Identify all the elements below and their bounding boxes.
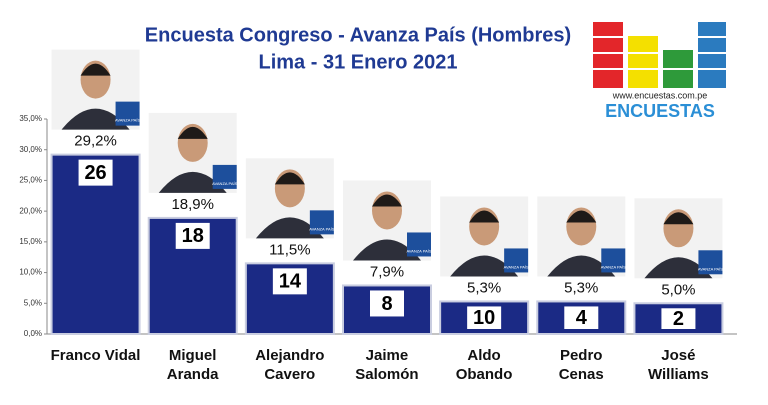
x-tick-label: Franco Vidal: [50, 347, 141, 364]
party-logo: [212, 164, 237, 189]
party-logo-text: AVANZA PAÍS: [309, 226, 334, 231]
party-logo: [309, 210, 334, 235]
party-logo-text: AVANZA PAÍS: [504, 265, 529, 270]
candidate-photo: AVANZA PAÍS: [245, 158, 335, 239]
value-label: 11,5%: [269, 241, 310, 258]
photo-hair: [663, 212, 694, 225]
party-logo-text: AVANZA PAÍS: [698, 266, 723, 271]
y-tick-label: 0,0%: [24, 329, 42, 338]
y-tick-label: 20,0%: [19, 206, 42, 215]
x-tick-label: Alejandro Cavero: [255, 347, 325, 383]
photo-body: [450, 255, 519, 277]
chart-title: Encuesta Congreso - Avanza País (Hombres…: [145, 24, 571, 46]
number-box: [370, 290, 404, 317]
candidate-number: 10: [473, 307, 495, 329]
photo-body: [644, 257, 713, 279]
party-logo-text: AVANZA PAÍS: [212, 181, 237, 186]
y-tick-label: 35,0%: [19, 114, 42, 123]
party-logo: [407, 232, 431, 257]
number-box: [175, 222, 210, 249]
candidate-photo: AVANZA PAÍS: [148, 112, 238, 193]
x-tick-label: José Williams: [647, 347, 709, 383]
photo-hair: [80, 63, 111, 76]
candidate-photo: AVANZA PAÍS: [634, 198, 723, 279]
value-label: 29,2%: [74, 133, 117, 150]
x-tick-label: Miguel Aranda: [166, 347, 219, 383]
photo-hair: [177, 126, 208, 139]
candidate-number: 4: [576, 307, 588, 329]
x-tick-label: Pedro Cenas: [558, 347, 604, 383]
candidate-photo: AVANZA PAÍS: [537, 196, 626, 277]
logo-name: ENCUESTAS: [605, 101, 715, 121]
x-tick-label: Aldo Obando: [455, 347, 513, 383]
candidate-number: 26: [84, 162, 106, 184]
logo-bars: [593, 22, 726, 88]
photo-body: [158, 171, 227, 193]
candidate-number: 2: [673, 308, 684, 330]
y-tick-label: 30,0%: [19, 145, 42, 154]
candidate-photo: AVANZA PAÍS: [343, 180, 432, 261]
candidate-number: 18: [182, 225, 204, 247]
photo-body: [61, 108, 130, 130]
number-box: [272, 268, 307, 295]
chart-subtitle: Lima - 31 Enero 2021: [259, 51, 458, 73]
x-tick-label: Jaime Salomón: [355, 347, 419, 383]
photo-hair: [469, 210, 500, 223]
value-label: 7,9%: [370, 263, 404, 280]
value-label: 5,3%: [564, 279, 598, 296]
y-tick-label: 25,0%: [19, 176, 42, 185]
party-logo: [115, 101, 140, 126]
value-label: 5,0%: [661, 281, 695, 298]
photo-hair: [372, 194, 402, 207]
candidate-number: 14: [279, 271, 302, 293]
y-tick-label: 5,0%: [24, 298, 42, 307]
party-logo-text: AVANZA PAÍS: [406, 249, 431, 254]
candidate-number: 8: [381, 293, 392, 315]
number-box: [467, 306, 502, 329]
number-box: [78, 159, 113, 186]
value-label: 5,3%: [467, 279, 501, 296]
party-logo: [504, 248, 529, 273]
y-tick-label: 15,0%: [19, 237, 42, 246]
number-box: [564, 306, 599, 329]
logo-url: www.encuestas.com.pe: [612, 90, 708, 100]
y-tick-label: 10,0%: [19, 268, 42, 277]
photo-body: [353, 239, 421, 261]
candidate-photo: AVANZA PAÍS: [440, 196, 529, 277]
photo-hair: [566, 210, 597, 223]
value-label: 18,9%: [171, 196, 214, 213]
party-logo: [601, 248, 626, 273]
party-logo-text: AVANZA PAÍS: [115, 118, 140, 123]
candidate-photo: AVANZA PAÍS: [51, 49, 140, 130]
photo-body: [255, 217, 324, 239]
photo-body: [547, 255, 616, 277]
number-box: [661, 308, 696, 329]
photo-hair: [274, 172, 305, 185]
party-logo-text: AVANZA PAÍS: [601, 265, 626, 270]
party-logo: [698, 250, 723, 275]
